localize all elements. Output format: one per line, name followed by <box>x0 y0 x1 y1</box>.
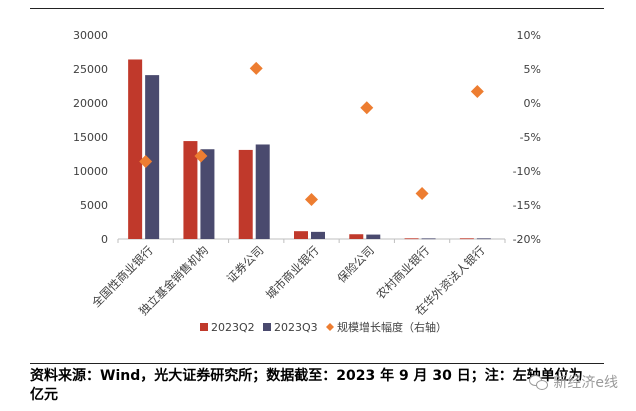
bar-2023q3 <box>421 238 436 240</box>
growth-point <box>305 193 318 207</box>
x-tick-label: 城市商业银行 <box>263 243 322 302</box>
bar-2023q3 <box>200 149 215 239</box>
growth-point <box>470 84 484 98</box>
wechat-icon <box>529 374 549 390</box>
growth-point <box>415 186 429 200</box>
right-tick-label: 5% <box>524 63 541 76</box>
right-tick-label: -20% <box>513 233 541 246</box>
right-tick-label: 10% <box>517 29 541 42</box>
bar-2023q3 <box>366 234 381 239</box>
bar-2023q3 <box>476 238 491 240</box>
watermark: 新经济e线 <box>529 372 618 392</box>
source-note: 资料来源：Wind，光大证券研究所；数据截至：2023 年 9 月 30 日；注… <box>30 368 583 403</box>
left-tick-label: 25000 <box>73 63 108 76</box>
legend-swatch-growth <box>326 323 334 331</box>
legend-label: 2023Q3 <box>274 321 318 334</box>
x-tick-label: 农村商业银行 <box>374 243 433 302</box>
bar-2023q3 <box>255 144 270 239</box>
bar-2023q2 <box>183 141 198 239</box>
bar-2023q3 <box>311 231 325 239</box>
legend-label: 规模增长幅度（右轴） <box>337 320 447 334</box>
left-tick-label: 15000 <box>73 131 108 144</box>
left-tick-label: 30000 <box>73 29 108 42</box>
x-tick-label: 证券公司 <box>224 243 266 285</box>
bar-2023q2 <box>404 238 419 240</box>
watermark-text: 新经济e线 <box>553 375 618 391</box>
left-tick-label: 5000 <box>80 199 108 212</box>
right-tick-label: 0% <box>524 97 541 110</box>
growth-point <box>194 149 208 163</box>
bar-2023q2 <box>238 149 253 239</box>
growth-point <box>139 154 153 168</box>
left-tick-label: 20000 <box>73 97 108 110</box>
bar-2023q2 <box>294 231 308 239</box>
bar-2023q2 <box>128 59 143 240</box>
right-tick-label: -10% <box>513 165 541 178</box>
legend-label: 2023Q2 <box>211 321 255 334</box>
footer-rule <box>30 363 604 364</box>
top-rule <box>30 8 604 9</box>
x-tick-label: 保险公司 <box>334 243 376 285</box>
growth-point <box>360 101 374 115</box>
bar-2023q2 <box>349 234 364 239</box>
legend-swatch-2023q3 <box>263 323 271 331</box>
right-tick-label: -5% <box>520 131 541 144</box>
bar-2023q2 <box>459 238 474 240</box>
left-tick-label: 0 <box>101 233 108 246</box>
bar-2023q3 <box>145 75 160 240</box>
bar-chart: 0 5000 10000 15000 20000 25000 30000 -20% -15% -1… <box>73 29 541 334</box>
legend-swatch-2023q2 <box>200 323 208 331</box>
left-tick-label: 10000 <box>73 165 108 178</box>
growth-point <box>249 61 263 75</box>
right-tick-label: -15% <box>513 199 541 212</box>
